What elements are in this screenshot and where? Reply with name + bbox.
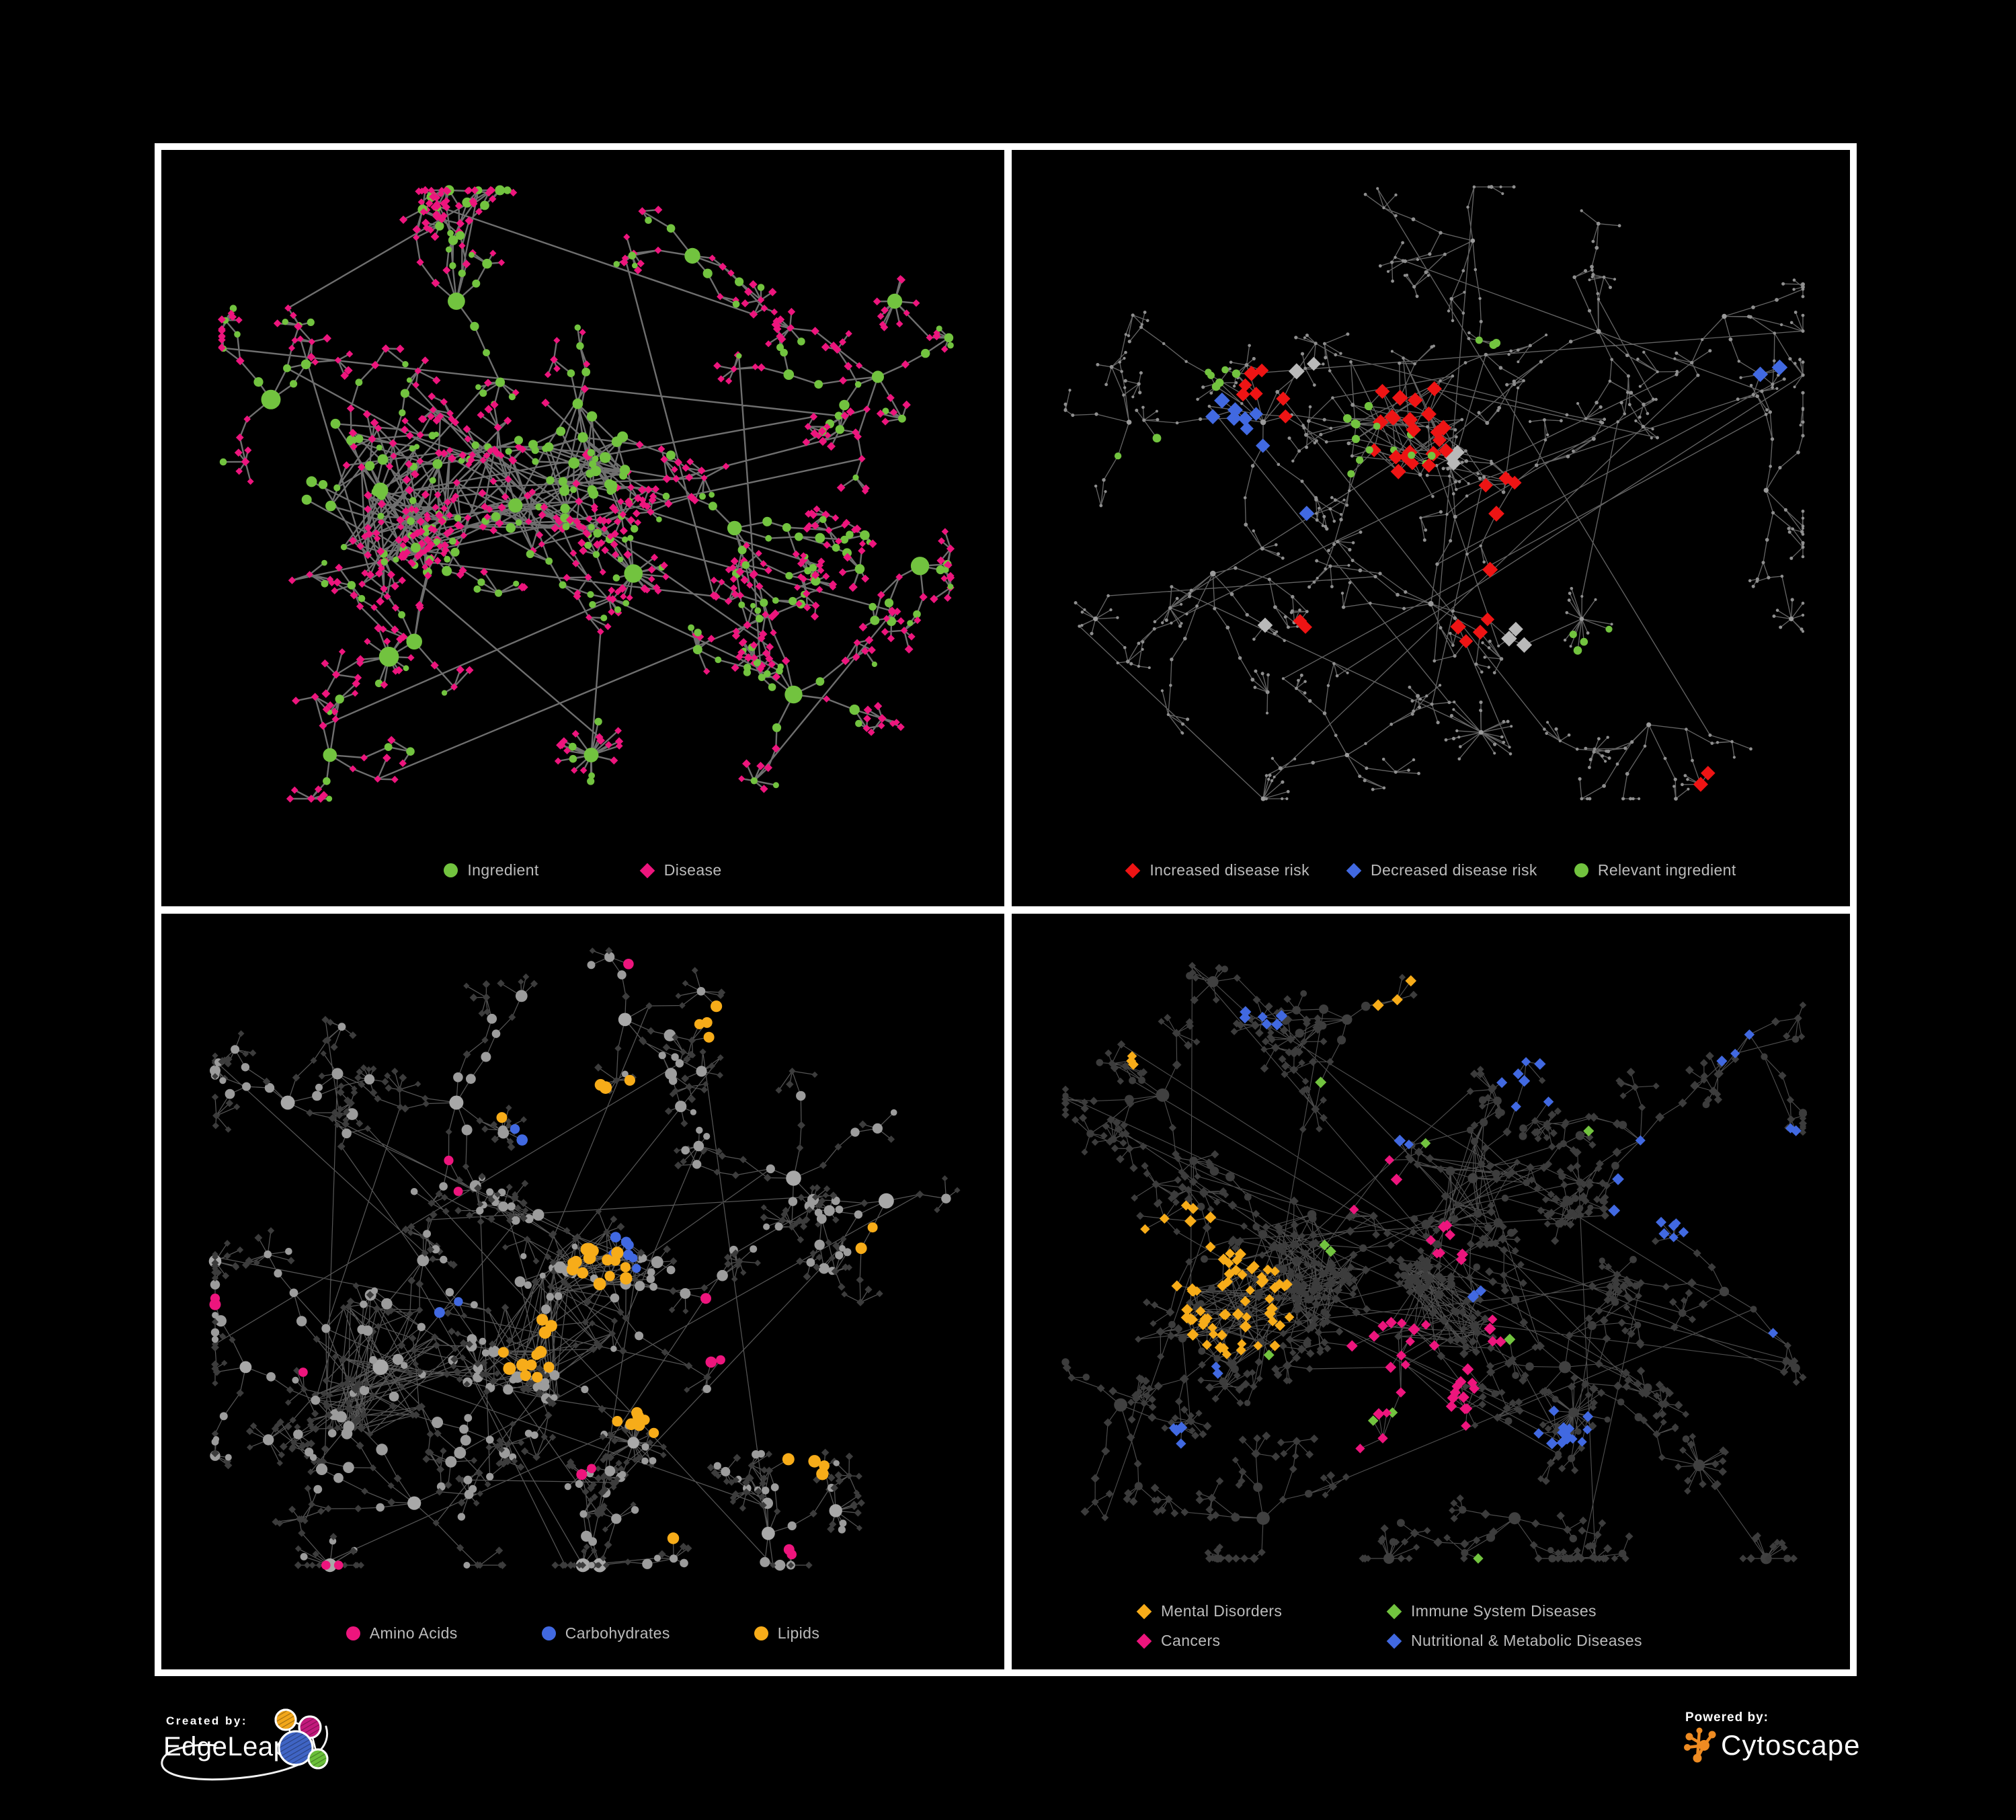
panel-disease-risk: Increased disease risk Decreased disease … <box>1012 150 1850 906</box>
legend-disease-risk: Increased disease risk Decreased disease … <box>1012 861 1850 879</box>
network-nodes <box>1061 961 1808 1565</box>
legend-label: Decreased disease risk <box>1370 861 1537 879</box>
network-ingredient-disease <box>218 185 955 803</box>
legend-label: Immune System Diseases <box>1411 1602 1597 1620</box>
diamond-swatch <box>1386 1604 1402 1619</box>
legend-item-nutritional-metabolic-diseases: Nutritional & Metabolic Diseases <box>1386 1632 1642 1650</box>
legend-label: Nutritional & Metabolic Diseases <box>1411 1632 1642 1649</box>
legend-label: Amino Acids <box>369 1624 458 1642</box>
circle-swatch <box>346 1626 360 1640</box>
legend-label: Carbohydrates <box>565 1624 670 1642</box>
cytoscape-logo-icon <box>1684 1727 1716 1763</box>
legend-label: Relevant ingredient <box>1597 861 1736 879</box>
network-highlighted-nodes <box>209 959 878 1570</box>
legend-item-disease: Disease <box>639 861 722 879</box>
legend-item-carbohydrates: Carbohydrates <box>541 1624 670 1643</box>
diamond-swatch <box>1136 1633 1152 1649</box>
network-nutrient-classes <box>208 947 961 1573</box>
diamond-swatch <box>1125 863 1141 878</box>
legend-row: Mental Disorders Immune System Diseases <box>1136 1602 1597 1620</box>
legend-item-lipids: Lipids <box>754 1624 820 1643</box>
legend-disease-classes: Mental Disorders Immune System Diseases Ca… <box>1136 1602 1642 1650</box>
cytoscape-logo-text: Cytoscape <box>1721 1729 1861 1761</box>
network-edges <box>1065 186 1804 799</box>
diamond-swatch <box>1346 863 1362 878</box>
legend-item-cancers: Cancers <box>1136 1632 1387 1650</box>
panel-disease-classes: Mental Disorders Immune System Diseases Ca… <box>1012 914 1850 1669</box>
legend-item-decreased-disease-risk: Decreased disease risk <box>1346 861 1537 879</box>
legend-nutrient-classes: Amino Acids Carbohydrates Lipids <box>161 1624 1004 1643</box>
legend-row: Amino Acids Carbohydrates Lipids <box>346 1624 820 1643</box>
diamond-swatch <box>1386 1633 1402 1649</box>
network-nodes <box>1063 185 1805 801</box>
network-edges <box>1065 965 1804 1559</box>
network-highlighted-nodes <box>1114 336 1788 792</box>
network-nodes <box>208 947 961 1573</box>
legend-item-relevant-ingredient: Relevant ingredient <box>1574 861 1736 879</box>
panel-nutrient-classes: Amino Acids Carbohydrates Lipids <box>161 914 1004 1669</box>
legend-item-mental-disorders: Mental Disorders <box>1136 1602 1387 1620</box>
circle-swatch <box>444 863 458 877</box>
edgeleap-logo-text: EdgeLeap <box>163 1732 289 1762</box>
panel-ingredient-disease: Ingredient Disease <box>161 150 1004 906</box>
legend-label: Lipids <box>777 1624 820 1642</box>
panel-grid: Ingredient Disease Increased disease risk… <box>155 143 1857 1676</box>
circle-swatch <box>541 1626 556 1640</box>
powered-by-label: Powered by: <box>1685 1710 1769 1725</box>
network-highlighted-nodes <box>528 398 631 499</box>
legend-label: Mental Disorders <box>1161 1602 1283 1620</box>
network-disease-risk <box>1063 185 1805 801</box>
network-highlighted-nodes <box>1126 975 1802 1564</box>
network-disease-classes <box>1061 961 1808 1565</box>
legend-row: Cancers Nutritional & Metabolic Diseases <box>1136 1632 1642 1650</box>
powered-by-block: Powered by: Cytoscape <box>1683 1708 1966 1795</box>
legend-label: Increased disease risk <box>1150 861 1309 879</box>
circle-swatch <box>754 1626 768 1640</box>
legend-item-immune-system-diseases: Immune System Diseases <box>1386 1602 1597 1620</box>
legend-ingredient-disease: Ingredient Disease <box>161 861 1004 879</box>
legend-label: Disease <box>663 861 722 879</box>
legend-label: Ingredient <box>467 861 539 879</box>
legend-item-amino-acids: Amino Acids <box>346 1624 458 1643</box>
edgeleap-logo-icon <box>274 1708 329 1770</box>
diamond-swatch <box>1136 1604 1152 1619</box>
created-by-label: Created by: <box>166 1714 248 1727</box>
legend-item-increased-disease-risk: Increased disease risk <box>1125 861 1309 879</box>
diamond-swatch <box>639 863 655 878</box>
legend-row: Increased disease risk Decreased disease … <box>1125 861 1736 879</box>
created-by-block: Created by: EdgeLeap <box>161 1702 473 1817</box>
legend-item-ingredient: Ingredient <box>444 861 538 879</box>
network-nodes <box>218 185 955 803</box>
network-edges <box>214 950 958 1566</box>
legend-row: Ingredient Disease <box>444 861 721 879</box>
legend-label: Cancers <box>1161 1632 1221 1649</box>
circle-swatch <box>1574 863 1588 877</box>
